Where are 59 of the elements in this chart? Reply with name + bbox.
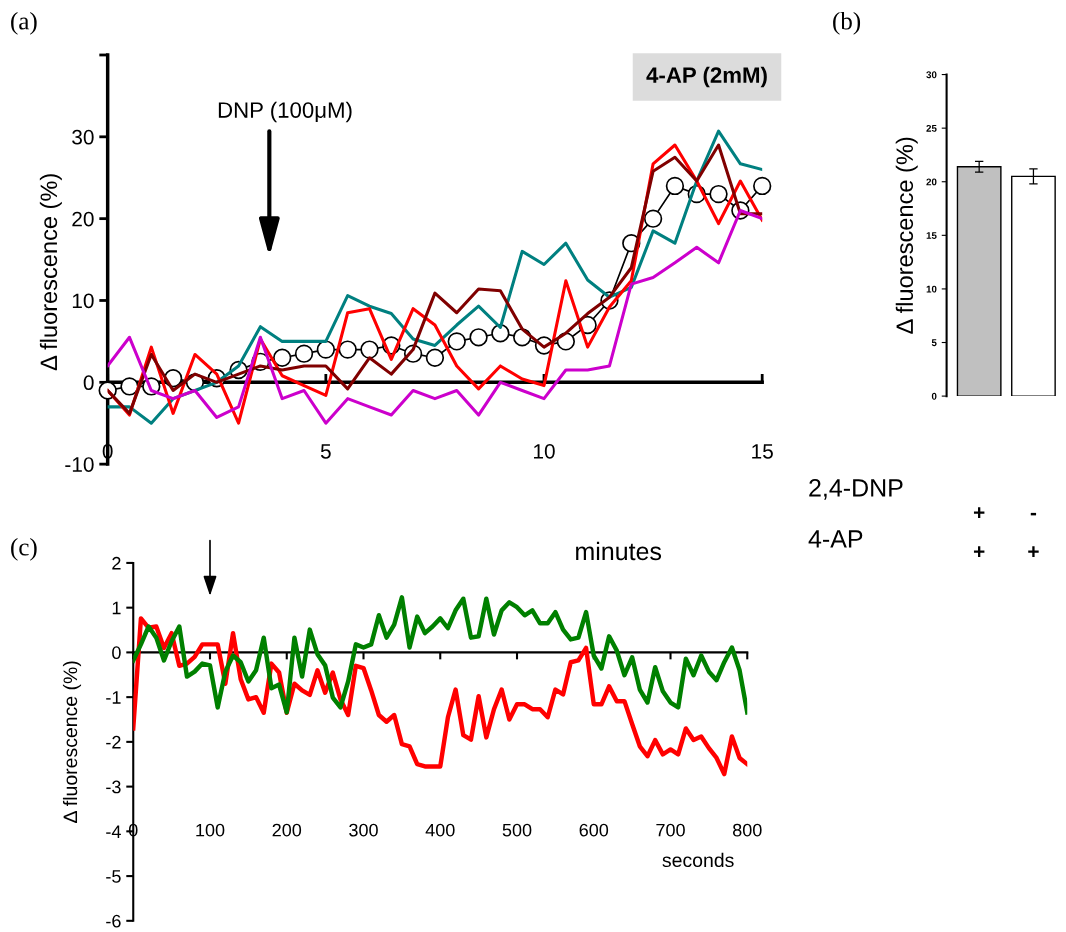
x-tick-label: 200 [272,823,302,837]
x-tick-label: 600 [579,823,609,837]
point [120,377,139,396]
y-tick-label: 30 [72,129,94,145]
y-axis-title: Δ fluorescence (%) [895,137,918,334]
point [665,176,685,196]
y-tick-label: 0 [83,375,94,391]
y-tick-label: -10 [65,457,94,472]
point [338,340,357,359]
y-tick-label: 0 [112,646,121,660]
y-tick-label: 2 [112,556,121,570]
point [425,348,445,367]
x-tick-label: 100 [196,823,225,837]
x-tick-label: 400 [425,823,455,837]
y-tick-label: 0 [931,392,937,400]
x-tick-label: 5 [320,444,331,459]
text: 4-AP [808,530,863,548]
point [316,340,336,359]
y-tick-label: -2 [106,735,121,749]
y-tick-label: -1 [106,691,121,704]
x-tick-label: 500 [502,823,532,837]
y-tick-label: 5 [931,339,937,347]
y-tick-label: -4 [106,825,121,838]
x-tick-label: 800 [732,823,762,837]
y-tick-label: -3 [106,780,121,794]
point [709,184,728,204]
y-tick-label: 30 [926,71,937,79]
x-tick-label: 10 [534,443,555,459]
y-tick-label: 25 [926,124,937,132]
y-tick-label: -6 [106,914,121,928]
point [643,209,663,228]
text: (c) [11,538,37,561]
y-tick-label: 10 [926,285,937,293]
annotation: DNP (100μM) [218,101,352,123]
text: (b) [833,12,861,35]
x-tick-label: 15 [752,444,773,459]
y-tick-label: 15 [926,232,937,239]
y-tick-label: 1 [112,601,121,615]
text: (a) [11,12,37,35]
y-tick-label: 20 [926,178,937,186]
x-axis-title: minutes [576,541,662,561]
point [469,328,488,347]
category-label: + + [973,507,985,557]
y-axis-title: Δ fluorescence (%) [62,661,82,823]
y-tick-label: 10 [72,293,94,309]
y-tick-label: 20 [72,211,94,227]
x-tick-label: 300 [349,823,378,837]
annotation: 4-AP (2mM) [646,66,767,88]
y-tick-label: -5 [106,870,121,883]
text: 2,4-DNP [809,479,903,500]
point [753,176,772,196]
x-axis-title: seconds [662,852,734,868]
y-axis-title: Δ fluorescence (%) [39,174,62,371]
category-label: - + [1028,512,1039,557]
point [273,348,292,367]
point [360,340,379,359]
point [447,332,466,351]
point [294,344,314,363]
x-tick-label: 700 [656,823,685,837]
